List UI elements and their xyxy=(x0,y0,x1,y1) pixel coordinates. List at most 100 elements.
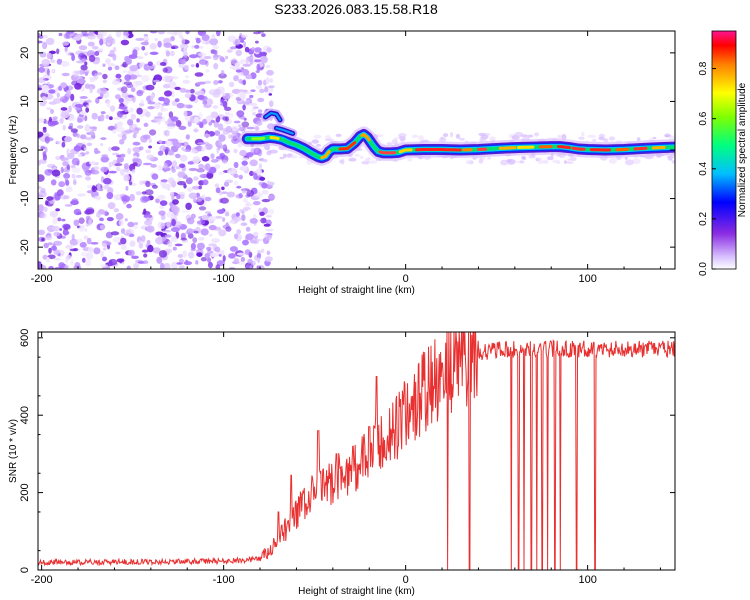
noise-blob xyxy=(59,228,63,231)
noise-blob xyxy=(120,86,128,94)
noise-blob xyxy=(259,176,266,181)
noise-blob xyxy=(66,254,72,260)
noise-blob xyxy=(222,217,226,222)
noise-blobs xyxy=(38,31,675,269)
noise-blob xyxy=(166,221,171,229)
noise-blob xyxy=(181,38,186,45)
noise-blob xyxy=(57,140,62,145)
noise-blob xyxy=(168,81,177,89)
y-tick-label: 10 xyxy=(19,95,31,107)
noise-blob xyxy=(198,59,208,65)
noise-blob xyxy=(91,112,98,120)
noise-blob xyxy=(175,166,181,170)
noise-blob xyxy=(49,199,55,204)
noise-blob xyxy=(96,33,104,39)
noise-blob xyxy=(365,157,370,162)
noise-blob xyxy=(132,95,136,103)
noise-blob xyxy=(222,130,229,135)
noise-blob xyxy=(159,205,165,209)
noise-blob xyxy=(242,104,246,111)
noise-blob xyxy=(132,126,140,135)
noise-blob xyxy=(156,256,163,264)
noise-blob xyxy=(163,162,168,170)
noise-blob xyxy=(71,173,76,179)
noise-blob xyxy=(348,157,357,162)
noise-blob xyxy=(115,31,122,38)
noise-blob xyxy=(506,159,512,163)
noise-blob xyxy=(129,240,136,247)
noise-blob xyxy=(489,136,496,142)
noise-blob xyxy=(239,150,248,157)
noise-blob xyxy=(171,205,179,213)
noise-blob xyxy=(100,263,109,268)
noise-blob xyxy=(146,154,155,161)
noise-blob xyxy=(211,33,216,40)
noise-blob xyxy=(227,35,237,43)
noise-blob xyxy=(185,31,190,35)
noise-blob xyxy=(144,52,148,56)
x-tick-label: 100 xyxy=(578,574,596,586)
noise-blob xyxy=(215,216,223,219)
noise-blob xyxy=(187,188,191,193)
noise-blob xyxy=(222,100,228,109)
noise-blob xyxy=(86,237,92,245)
noise-blob xyxy=(41,237,45,242)
noise-blob xyxy=(199,122,204,129)
noise-blob xyxy=(241,121,250,128)
noise-blob xyxy=(335,133,342,137)
noise-blob xyxy=(152,247,161,254)
noise-blob xyxy=(98,48,104,52)
noise-blob xyxy=(439,136,447,143)
noise-blob xyxy=(52,243,56,251)
noise-blob xyxy=(130,87,136,93)
noise-blob xyxy=(174,31,183,36)
noise-blob xyxy=(259,88,265,94)
noise-blob xyxy=(170,50,175,57)
snr-series xyxy=(38,332,675,570)
noise-blob xyxy=(158,96,166,102)
noise-blob xyxy=(164,90,172,97)
noise-blob xyxy=(121,195,130,203)
noise-blob xyxy=(104,211,110,216)
noise-blob xyxy=(127,147,132,155)
noise-blob xyxy=(157,150,164,156)
noise-blob xyxy=(132,158,140,163)
noise-blob xyxy=(84,169,92,176)
ridge-hotspot xyxy=(398,148,413,154)
ridge-hotspot xyxy=(498,146,517,150)
noise-blob xyxy=(78,217,85,224)
noise-blob xyxy=(187,233,194,239)
noise-blob xyxy=(236,110,245,118)
noise-blob xyxy=(191,45,195,49)
y-tick-label: -20 xyxy=(19,239,31,255)
noise-blob xyxy=(199,173,209,179)
noise-blob xyxy=(283,153,287,158)
noise-blob xyxy=(62,124,66,131)
noise-blob xyxy=(143,253,148,258)
noise-blob xyxy=(78,153,82,158)
noise-blob xyxy=(168,177,175,185)
noise-blob xyxy=(196,220,206,225)
noise-blob xyxy=(547,156,554,161)
noise-blob xyxy=(256,120,263,126)
noise-blob xyxy=(592,138,597,142)
noise-blob xyxy=(90,242,99,245)
noise-blob xyxy=(107,66,113,71)
noise-blob xyxy=(84,228,88,232)
noise-blob xyxy=(113,116,121,120)
noise-blob xyxy=(218,80,223,84)
noise-blob xyxy=(44,235,53,241)
noise-blob xyxy=(45,37,55,46)
noise-blob xyxy=(96,89,102,94)
noise-blob xyxy=(512,159,516,164)
noise-blob xyxy=(83,147,88,151)
noise-blob xyxy=(150,94,154,102)
noise-blob xyxy=(252,201,261,206)
noise-blob xyxy=(129,65,139,72)
noise-blob xyxy=(247,258,253,264)
noise-blob xyxy=(666,155,675,159)
noise-blob xyxy=(109,105,116,112)
noise-blob xyxy=(212,105,219,109)
noise-blob xyxy=(79,96,88,99)
